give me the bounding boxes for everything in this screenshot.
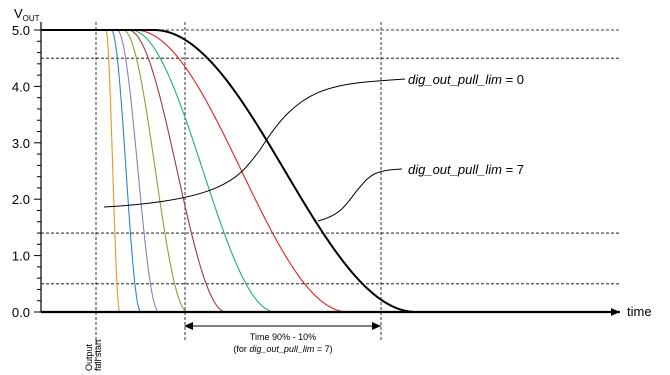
y-tick-label: 4.0 bbox=[12, 79, 30, 94]
y-tick-label: 5.0 bbox=[12, 23, 30, 38]
x-axis-label: time bbox=[627, 304, 652, 319]
series-group bbox=[41, 29, 437, 313]
fall-start-label-line2: fall start bbox=[93, 339, 103, 371]
series-line-4 bbox=[41, 29, 247, 313]
measure-label-line2: (for dig_out_pull_lim = 7) bbox=[233, 344, 332, 354]
series-line-7 bbox=[41, 29, 437, 313]
y-ticks: 0.0 1.0 2.0 3.0 4.0 5.0 bbox=[12, 23, 41, 320]
measure-label-line1: Time 90% - 10% bbox=[250, 332, 316, 342]
annotation-leader-7 bbox=[317, 168, 403, 222]
y-tick-label: 2.0 bbox=[12, 192, 30, 207]
y-tick-label: 0.0 bbox=[12, 305, 30, 320]
annotation-7: dig_out_pull_lim = 7 bbox=[408, 162, 524, 177]
fall-start-label-line1: Output bbox=[84, 343, 94, 371]
y-axis-label: VOUT bbox=[14, 6, 40, 23]
y-tick-label: 3.0 bbox=[12, 136, 30, 151]
series-line-6 bbox=[41, 29, 369, 313]
y-axis-label-sub: OUT bbox=[23, 14, 40, 23]
series-line-5 bbox=[41, 29, 297, 313]
series-line-3 bbox=[41, 29, 209, 313]
annotation-0: dig_out_pull_lim = 0 bbox=[408, 72, 524, 87]
series-line-2 bbox=[41, 29, 180, 313]
vertical-markers bbox=[95, 22, 382, 372]
annotation-leader-0 bbox=[103, 78, 406, 208]
series-line-1 bbox=[41, 29, 162, 313]
y-tick-label: 1.0 bbox=[12, 249, 30, 264]
